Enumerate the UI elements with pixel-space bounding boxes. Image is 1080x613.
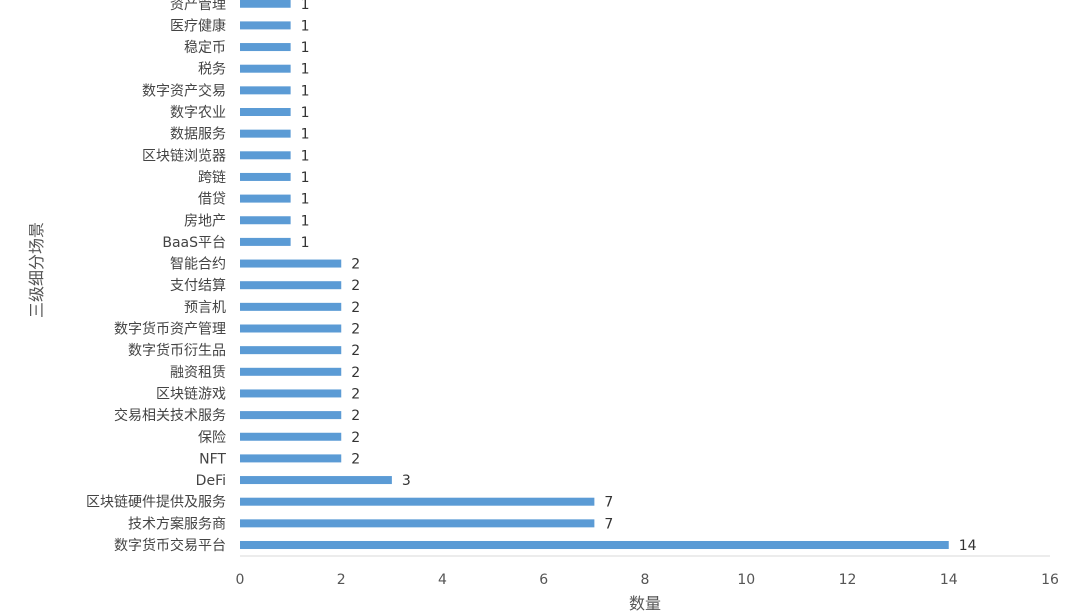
x-tick-label: 0 xyxy=(236,572,245,588)
bar xyxy=(240,216,291,225)
data-label: 2 xyxy=(351,365,360,381)
category-label: 技术方案服务商 xyxy=(128,515,226,532)
category-label: DeFi xyxy=(196,473,226,489)
bar xyxy=(240,324,342,333)
bar xyxy=(240,454,342,463)
y-axis-title: 三级细分场景 xyxy=(27,222,46,318)
data-label: 1 xyxy=(301,18,310,34)
data-label: 3 xyxy=(402,473,411,489)
x-tick-label: 2 xyxy=(337,572,346,588)
x-tick-label: 10 xyxy=(737,572,755,588)
data-labels: 14 7 7 3 2 2 2 2 2 2 2 2 2 2 1 1 1 1 1 1 1 1 1 1 1 1 xyxy=(301,0,977,554)
x-tick-label: 14 xyxy=(940,572,958,588)
category-label: 区块链硬件提供及服务 xyxy=(86,495,226,511)
bar xyxy=(240,151,291,160)
category-label: 数据服务 xyxy=(170,127,226,143)
x-tick-label: 6 xyxy=(539,572,548,588)
data-label: 2 xyxy=(351,278,360,294)
category-label: 预言机 xyxy=(184,300,226,316)
data-label: 1 xyxy=(301,83,310,99)
category-label: 支付结算 xyxy=(170,278,226,294)
bars-group xyxy=(240,0,949,549)
bar xyxy=(240,259,342,268)
x-tick-label: 16 xyxy=(1041,572,1059,588)
bar xyxy=(240,519,595,528)
x-tick-label: 12 xyxy=(839,572,857,588)
category-label: BaaS平台 xyxy=(162,235,226,251)
bar xyxy=(240,541,949,549)
bar xyxy=(240,281,342,290)
x-tick-label: 4 xyxy=(438,572,447,588)
data-label: 7 xyxy=(604,516,613,532)
category-label: 数字货币衍生品 xyxy=(128,342,226,359)
bar xyxy=(240,0,291,8)
bar xyxy=(240,21,291,30)
x-tick-labels: 0 2 4 6 8 10 12 14 16 xyxy=(236,572,1059,588)
category-label: 房地产 xyxy=(184,213,226,229)
data-label: 2 xyxy=(351,300,360,316)
category-label: 数字货币交易平台 xyxy=(114,537,226,554)
bar xyxy=(240,346,342,355)
bar xyxy=(240,476,392,485)
category-label: 数字资产交易 xyxy=(142,82,226,99)
bar xyxy=(240,432,342,441)
category-label: 区块链游戏 xyxy=(156,386,226,402)
bar xyxy=(240,194,291,203)
category-label: 借贷 xyxy=(198,192,226,208)
category-label: 数字货币资产管理 xyxy=(114,321,226,338)
bar xyxy=(240,43,291,52)
data-label: 1 xyxy=(301,40,310,56)
x-tick-label: 8 xyxy=(641,572,650,588)
data-label: 2 xyxy=(351,430,360,446)
bar xyxy=(240,86,291,95)
bar xyxy=(240,497,595,506)
data-label: 1 xyxy=(301,0,310,13)
category-label: 区块链浏览器 xyxy=(142,148,226,164)
bar xyxy=(240,411,342,420)
data-label: 1 xyxy=(301,192,310,208)
data-label: 1 xyxy=(301,105,310,121)
data-label: 7 xyxy=(604,495,613,511)
category-label: 数字农业 xyxy=(170,105,226,121)
data-label: 1 xyxy=(301,62,310,78)
category-label: 交易相关技术服务 xyxy=(114,407,226,424)
category-label: 医疗健康 xyxy=(170,17,226,34)
data-label: 2 xyxy=(351,386,360,402)
category-label: 融资租赁 xyxy=(170,365,226,381)
data-label: 1 xyxy=(301,235,310,251)
category-label: 跨链 xyxy=(198,170,226,186)
data-label: 2 xyxy=(351,322,360,338)
data-label: 14 xyxy=(959,538,977,554)
bar xyxy=(240,64,291,73)
category-label: 稳定币 xyxy=(184,40,226,56)
category-label: NFT xyxy=(199,451,226,467)
data-label: 1 xyxy=(301,127,310,143)
x-axis-title: 数量 xyxy=(629,594,661,613)
bar xyxy=(240,129,291,138)
category-label: 智能合约 xyxy=(170,257,226,273)
bar xyxy=(240,108,291,116)
category-label: 保险 xyxy=(198,430,226,446)
category-labels: 数字货币交易平台 技术方案服务商 区块链硬件提供及服务 DeFi NFT 保险 交易相关技术… xyxy=(86,0,226,554)
data-label: 1 xyxy=(301,213,310,229)
bar xyxy=(240,389,342,398)
data-label: 2 xyxy=(351,451,360,467)
category-label: 税务 xyxy=(198,62,226,78)
bar xyxy=(240,237,291,246)
bar xyxy=(240,302,342,311)
data-label: 1 xyxy=(301,148,310,164)
bar xyxy=(240,172,291,181)
bar xyxy=(240,367,342,376)
data-label: 2 xyxy=(351,257,360,273)
category-label: 资产管理 xyxy=(170,0,226,13)
data-label: 1 xyxy=(301,170,310,186)
data-label: 2 xyxy=(351,408,360,424)
data-label: 2 xyxy=(351,343,360,359)
